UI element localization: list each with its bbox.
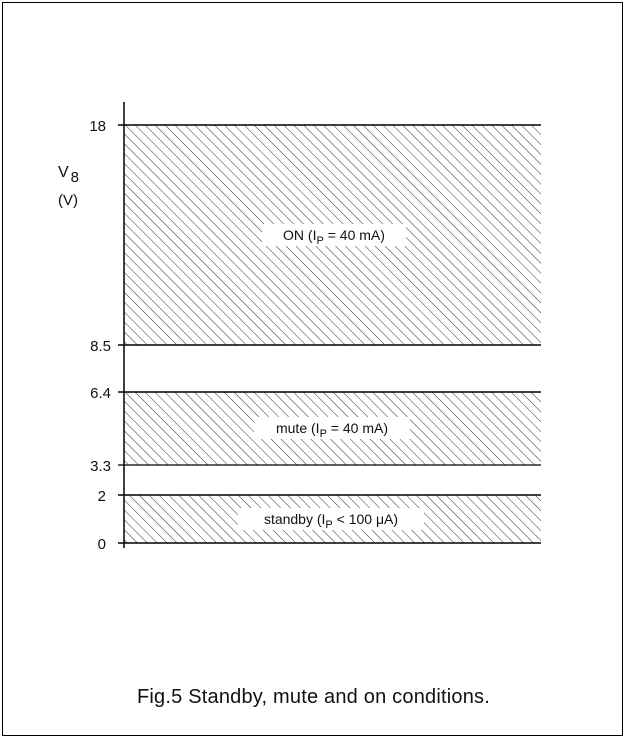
tick-label-6-4: 6.4 xyxy=(90,385,111,402)
tick-label-3-3: 3.3 xyxy=(90,458,111,475)
tick-label-0: 0 xyxy=(98,536,106,553)
tick-label-2: 2 xyxy=(98,488,106,505)
region-label-on: ON (IP = 40 mA) xyxy=(283,227,385,247)
region-label-mute: mute (IP = 40 mA) xyxy=(276,420,388,440)
region-label-standby: standby (IP < 100 μA) xyxy=(264,511,398,531)
tick-label-8-5: 8.5 xyxy=(90,338,111,355)
figure-caption: Fig.5 Standby, mute and on conditions. xyxy=(136,686,490,708)
tick-label-18: 18 xyxy=(89,118,106,135)
y-axis-unit: (V) xyxy=(58,192,78,209)
